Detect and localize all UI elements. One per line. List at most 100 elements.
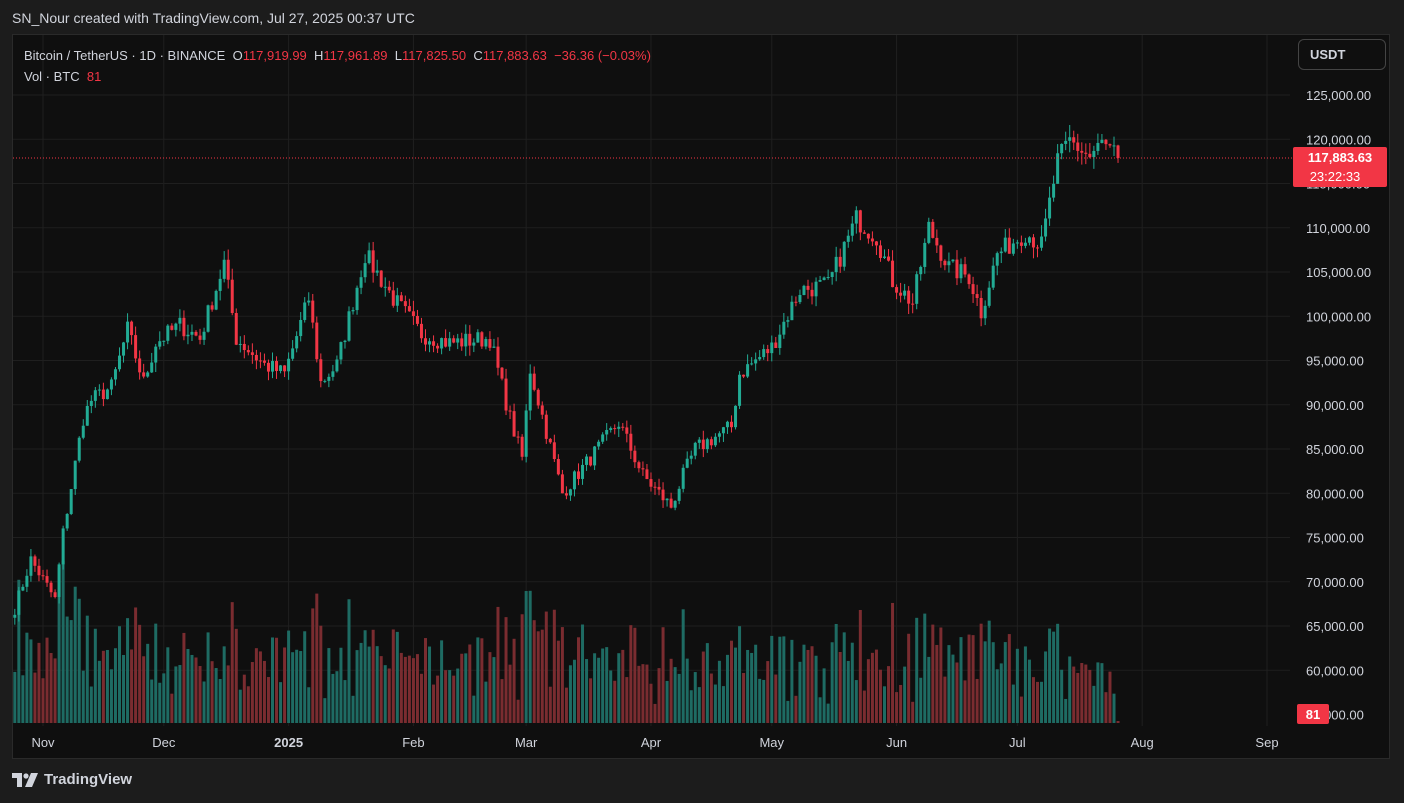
volume-bar — [238, 689, 242, 723]
candle-body — [721, 427, 725, 434]
volume-bar — [955, 662, 959, 723]
volume-bar — [1019, 696, 1023, 723]
y-tick-label: 120,000.00 — [1306, 132, 1371, 147]
candle-body — [391, 290, 395, 306]
candle-body — [210, 305, 214, 310]
volume-bar — [548, 686, 552, 723]
candle-body — [307, 300, 311, 303]
candle-body — [363, 263, 367, 278]
candle-body — [589, 456, 593, 466]
volume-bar — [327, 648, 331, 723]
low-label: L — [394, 48, 402, 63]
volume-bar — [516, 699, 520, 723]
candle-body — [279, 365, 283, 372]
candle-body — [754, 359, 758, 364]
volume-bar — [456, 668, 460, 723]
candle-body — [951, 259, 955, 262]
candle-body — [182, 317, 186, 337]
y-tick-label: 105,000.00 — [1306, 265, 1371, 280]
candle-body — [887, 256, 891, 261]
candle-body — [878, 245, 882, 258]
volume-bar — [649, 683, 653, 723]
volume-bar — [343, 680, 347, 723]
volume-bar — [41, 678, 45, 723]
volume-bar — [283, 647, 287, 723]
candle-body — [1031, 237, 1035, 248]
volume-bar — [170, 693, 174, 723]
volume-bar — [407, 655, 411, 723]
candle-body — [790, 301, 794, 321]
candle-body — [77, 437, 81, 461]
candle-body — [496, 346, 500, 368]
volume-bar — [705, 643, 709, 723]
candle-body — [512, 411, 516, 437]
volume-bar — [109, 669, 113, 723]
volume-badge: 81 — [1297, 704, 1329, 724]
volume-bar — [568, 665, 572, 723]
volume-bar — [524, 591, 528, 723]
volume-bar — [97, 660, 101, 723]
volume-bar — [61, 560, 65, 723]
y-tick-label: 100,000.00 — [1306, 309, 1371, 324]
volume-bar — [279, 682, 283, 723]
candle-body — [548, 438, 552, 443]
volume-bar — [874, 649, 878, 723]
candle-body — [399, 295, 403, 302]
volume-bar — [790, 639, 794, 723]
volume-bar — [444, 670, 448, 723]
candle-body — [468, 333, 472, 346]
volume-bar — [291, 652, 295, 723]
volume-bar — [597, 657, 601, 723]
volume-bar — [826, 703, 830, 723]
candle-body — [967, 274, 971, 285]
volume-bar — [822, 668, 826, 723]
candle-body — [456, 338, 460, 343]
volume-bar — [907, 633, 911, 723]
candle-body — [641, 468, 645, 470]
candle-body — [766, 349, 770, 354]
volume-bar — [335, 671, 339, 723]
candle-body — [383, 286, 387, 288]
chart-frame[interactable] — [12, 34, 1390, 759]
candle-body — [556, 459, 560, 475]
volume-bar — [734, 647, 738, 723]
candle-body — [242, 343, 246, 351]
candle-body — [1068, 137, 1072, 141]
volume-bar — [1076, 672, 1080, 723]
volume-bar — [589, 678, 593, 723]
candle-body — [57, 564, 61, 598]
candle-body — [1007, 237, 1011, 254]
candle-body — [979, 297, 983, 319]
candle-body — [415, 315, 419, 324]
candle-body — [935, 237, 939, 246]
candle-body — [33, 556, 37, 566]
volume-bar — [89, 686, 93, 723]
x-tick-label: Mar — [515, 735, 538, 750]
volume-bar — [339, 647, 343, 723]
currency-button[interactable]: USDT — [1298, 39, 1386, 70]
volume-bar — [174, 666, 178, 723]
candle-body — [665, 498, 669, 501]
tradingview-logo[interactable]: TradingView — [12, 771, 132, 788]
candle-body — [621, 426, 625, 428]
candle-body — [955, 259, 959, 279]
candle-body — [1064, 140, 1068, 144]
volume-bar — [319, 625, 323, 723]
candle-body — [911, 303, 915, 305]
volume-bar — [689, 690, 693, 723]
candle-body — [335, 359, 339, 372]
volume-bar — [484, 681, 488, 723]
candle-body — [266, 362, 270, 372]
candle-body — [440, 338, 444, 349]
candle-body — [1112, 145, 1116, 147]
volume-bar — [717, 660, 721, 723]
candle-body — [271, 361, 274, 372]
candle-body — [999, 251, 1003, 254]
volume-bar — [915, 617, 919, 723]
volume-label: Vol · BTC — [24, 69, 80, 84]
volume-bar — [206, 632, 210, 723]
volume-bar — [830, 642, 834, 723]
candle-body — [637, 462, 641, 469]
candle-body — [750, 363, 754, 365]
